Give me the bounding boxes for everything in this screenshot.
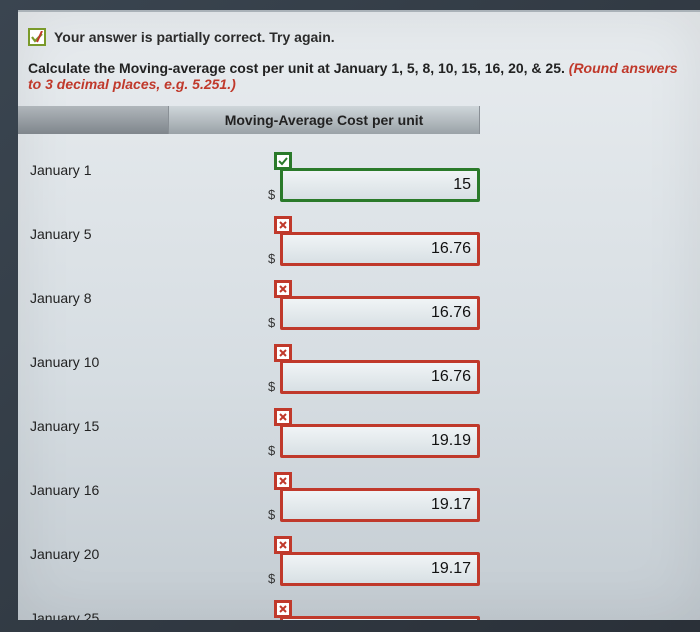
currency-symbol: $ [268, 571, 275, 586]
answer-input[interactable]: 19.17 [280, 488, 480, 522]
table-row: January 10 $16.76 [18, 330, 700, 394]
answer-field: $16.76 [280, 222, 490, 266]
header-moving-avg: Moving-Average Cost per unit [169, 106, 480, 134]
x-icon [274, 344, 292, 362]
answer-field: $16.76 [280, 350, 490, 394]
x-icon [274, 600, 292, 618]
answer-field: $19.64 [280, 606, 490, 620]
table-row: January 16 $19.17 [18, 458, 700, 522]
answer-input[interactable]: 19.64 [280, 616, 480, 620]
answer-input[interactable]: 16.76 [280, 232, 480, 266]
x-icon [274, 472, 292, 490]
instruction-main: Calculate the Moving-average cost per un… [28, 60, 569, 76]
table-row: January 1 $15 [18, 138, 700, 202]
partial-correct-icon [28, 28, 46, 46]
instruction-text: Calculate the Moving-average cost per un… [18, 56, 700, 106]
answer-input[interactable]: 19.19 [280, 424, 480, 458]
row-label: January 25 [18, 610, 180, 620]
x-icon [274, 408, 292, 426]
currency-symbol: $ [268, 379, 275, 394]
table-row: January 25 $19.64 [18, 586, 700, 620]
currency-symbol: $ [268, 443, 275, 458]
answer-field: $16.76 [280, 286, 490, 330]
table-row: January 8 $16.76 [18, 266, 700, 330]
answer-input[interactable]: 16.76 [280, 360, 480, 394]
answer-field: $15 [280, 158, 490, 202]
answer-input[interactable]: 15 [280, 168, 480, 202]
row-label: January 10 [18, 354, 180, 370]
row-label: January 1 [18, 162, 180, 178]
x-icon [274, 536, 292, 554]
feedback-alert: Your answer is partially correct. Try ag… [18, 26, 700, 56]
feedback-text: Your answer is partially correct. Try ag… [54, 29, 335, 45]
currency-symbol: $ [268, 315, 275, 330]
row-label: January 5 [18, 226, 180, 242]
currency-symbol: $ [268, 507, 275, 522]
row-label: January 15 [18, 418, 180, 434]
answer-field: $19.17 [280, 542, 490, 586]
check-icon [274, 152, 292, 170]
answer-input[interactable]: 16.76 [280, 296, 480, 330]
header-blank [18, 106, 169, 134]
table-row: January 15 $19.19 [18, 394, 700, 458]
x-icon [274, 280, 292, 298]
table-header: Moving-Average Cost per unit [18, 106, 700, 134]
answer-rows: January 1 $15 January 5 $16.76 January 8 $16.… [18, 134, 700, 620]
screenshot-frame: Your answer is partially correct. Try ag… [0, 0, 700, 632]
answer-field: $19.17 [280, 478, 490, 522]
answer-field: $19.19 [280, 414, 490, 458]
row-label: January 8 [18, 290, 180, 306]
table-row: January 5 $16.76 [18, 202, 700, 266]
answer-input[interactable]: 19.17 [280, 552, 480, 586]
question-panel: Your answer is partially correct. Try ag… [18, 10, 700, 620]
x-icon [274, 216, 292, 234]
row-label: January 16 [18, 482, 180, 498]
currency-symbol: $ [268, 251, 275, 266]
currency-symbol: $ [268, 187, 275, 202]
row-label: January 20 [18, 546, 180, 562]
table-row: January 20 $19.17 [18, 522, 700, 586]
